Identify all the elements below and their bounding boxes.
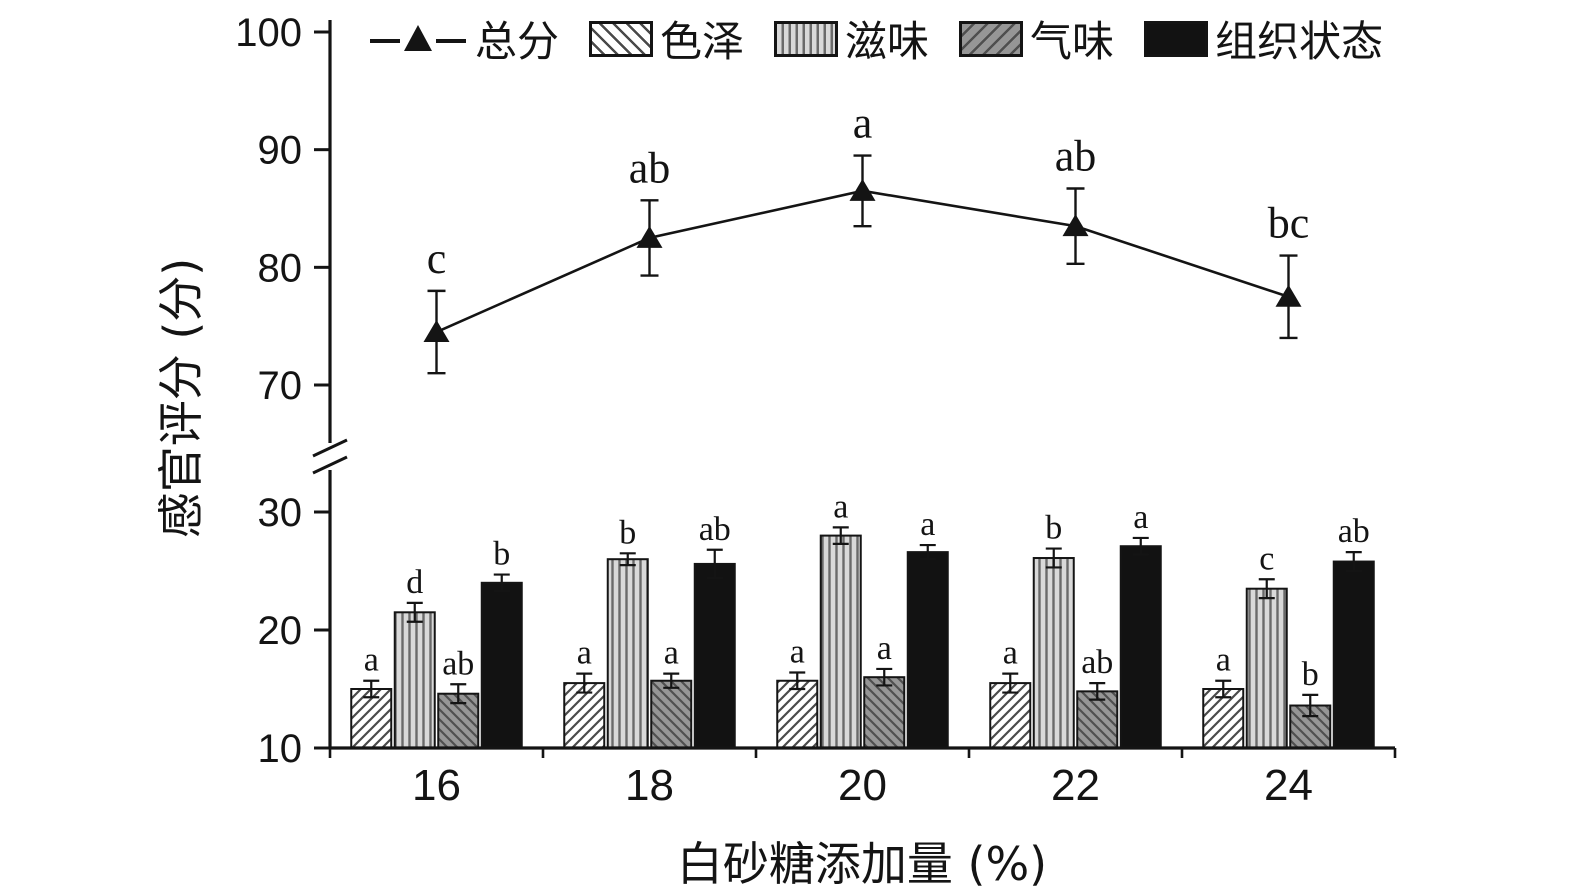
svg-text:a: a: [790, 633, 805, 670]
svg-text:ab: ab: [629, 143, 671, 192]
svg-text:16: 16: [412, 761, 461, 810]
diagonal-hatch-swatch-icon: [589, 20, 654, 57]
svg-text:ab: ab: [442, 645, 474, 682]
svg-text:24: 24: [1264, 761, 1313, 810]
svg-text:ab: ab: [1338, 513, 1370, 550]
svg-text:a: a: [833, 488, 848, 525]
svg-text:d: d: [406, 564, 423, 601]
svg-text:b: b: [1045, 510, 1062, 547]
line-triangle-marker-icon: [370, 24, 466, 51]
legend-item-color: 色泽: [589, 8, 744, 69]
vertical-hatch-swatch-icon: [774, 20, 839, 57]
svg-text:80: 80: [258, 246, 303, 290]
legend-item-total: 总分: [368, 8, 559, 69]
legend-label-color: 色泽: [660, 17, 745, 66]
svg-text:a: a: [853, 99, 873, 148]
legend-item-smell: 气味: [959, 8, 1114, 69]
solid-black-swatch-icon: [1144, 20, 1209, 57]
dark-diagonal-hatch-swatch-icon: [959, 20, 1024, 57]
svg-text:a: a: [1133, 499, 1148, 536]
svg-text:30: 30: [258, 491, 303, 535]
svg-text:a: a: [364, 642, 379, 679]
svg-text:a: a: [664, 635, 679, 672]
legend-label-smell: 气味: [1030, 17, 1115, 66]
svg-text:90: 90: [258, 129, 303, 173]
svg-text:ab: ab: [1081, 644, 1113, 681]
svg-text:ab: ab: [1055, 131, 1097, 180]
svg-text:c: c: [427, 234, 447, 283]
svg-text:b: b: [619, 514, 636, 551]
svg-text:b: b: [1302, 656, 1319, 693]
svg-text:a: a: [1216, 642, 1231, 679]
svg-text:b: b: [493, 536, 510, 573]
legend-item-taste: 滋味: [774, 8, 929, 69]
svg-text:10: 10: [258, 727, 303, 771]
legend-item-texture: 组织状态: [1144, 8, 1383, 69]
svg-text:22: 22: [1051, 761, 1100, 810]
svg-text:20: 20: [258, 609, 303, 653]
svg-text:c: c: [1259, 540, 1274, 577]
svg-text:100: 100: [235, 11, 302, 55]
svg-text:18: 18: [625, 761, 674, 810]
svg-text:70: 70: [258, 364, 303, 408]
legend-label-texture: 组织状态: [1215, 17, 1384, 66]
svg-text:a: a: [920, 506, 935, 543]
legend-label-taste: 滋味: [845, 17, 930, 66]
y-axis-title: 感官评分 (分): [154, 257, 208, 539]
svg-text:20: 20: [838, 761, 887, 810]
legend: 总分 色泽 滋味 气味 组织状态: [368, 8, 1383, 69]
svg-text:ab: ab: [699, 511, 731, 548]
svg-text:bc: bc: [1268, 199, 1310, 248]
legend-label-total: 总分: [475, 17, 560, 66]
x-axis-title: 白砂糖添加量 (%): [676, 837, 1048, 891]
svg-text:a: a: [1003, 635, 1018, 672]
svg-text:a: a: [877, 630, 892, 667]
svg-text:a: a: [577, 635, 592, 672]
